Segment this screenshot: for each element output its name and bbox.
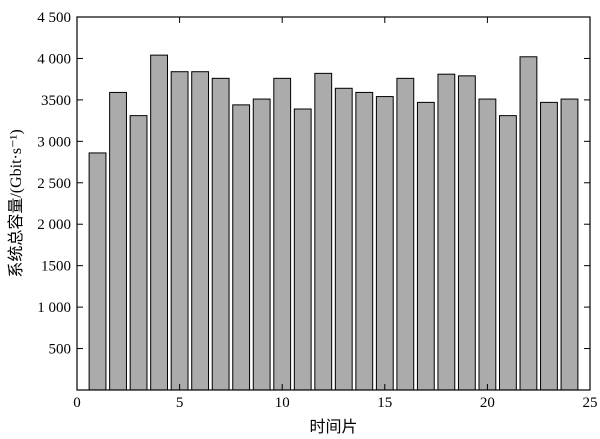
x-tick-label: 15 xyxy=(377,395,392,411)
bar xyxy=(170,71,189,391)
x-tick-label: 0 xyxy=(73,395,81,411)
y-tick-label: 2 500 xyxy=(37,176,71,192)
bar xyxy=(314,72,333,391)
y-tick-label: 2 000 xyxy=(37,217,71,233)
bar xyxy=(273,77,292,391)
bar xyxy=(355,91,374,391)
x-tick-label: 20 xyxy=(480,395,495,411)
bar xyxy=(150,54,168,391)
bar xyxy=(232,104,251,391)
y-tick-label: 3 000 xyxy=(37,134,71,150)
bar xyxy=(560,98,579,391)
bar xyxy=(252,98,271,391)
x-axis-title: 时间片 xyxy=(309,418,357,436)
bar xyxy=(191,71,210,391)
bar xyxy=(499,115,517,391)
y-tick-label: 500 xyxy=(49,342,72,358)
bar xyxy=(334,87,353,391)
bar xyxy=(88,152,107,391)
bar xyxy=(540,101,558,391)
bar xyxy=(375,96,394,391)
bar xyxy=(519,56,538,391)
y-tick-label: 4 000 xyxy=(37,51,71,67)
bar xyxy=(478,98,497,391)
bar xyxy=(396,77,415,391)
bar xyxy=(129,115,148,391)
y-axis-title: 系统总容量/(Gbit·s⁻¹) xyxy=(7,129,25,277)
plot-frame xyxy=(76,16,591,391)
x-tick-label: 10 xyxy=(275,395,290,411)
y-tick-label: 4 500 xyxy=(37,10,71,26)
x-tick-label: 25 xyxy=(583,395,598,411)
y-tick-label: 3500 xyxy=(41,93,71,109)
y-tick-label: 1 000 xyxy=(37,300,71,316)
ticks-layer: 0 5 10 15 20 25 500 1 000 1500 2 000 2 500 3 000 350… xyxy=(37,10,597,411)
bar xyxy=(457,75,476,391)
bar xyxy=(109,91,127,391)
y-tick-label: 1500 xyxy=(41,259,71,275)
bars-layer xyxy=(88,54,579,391)
bar xyxy=(437,73,456,391)
x-tick-label: 5 xyxy=(176,395,184,411)
bar xyxy=(211,77,230,391)
bar xyxy=(293,108,312,391)
bar xyxy=(416,101,435,391)
